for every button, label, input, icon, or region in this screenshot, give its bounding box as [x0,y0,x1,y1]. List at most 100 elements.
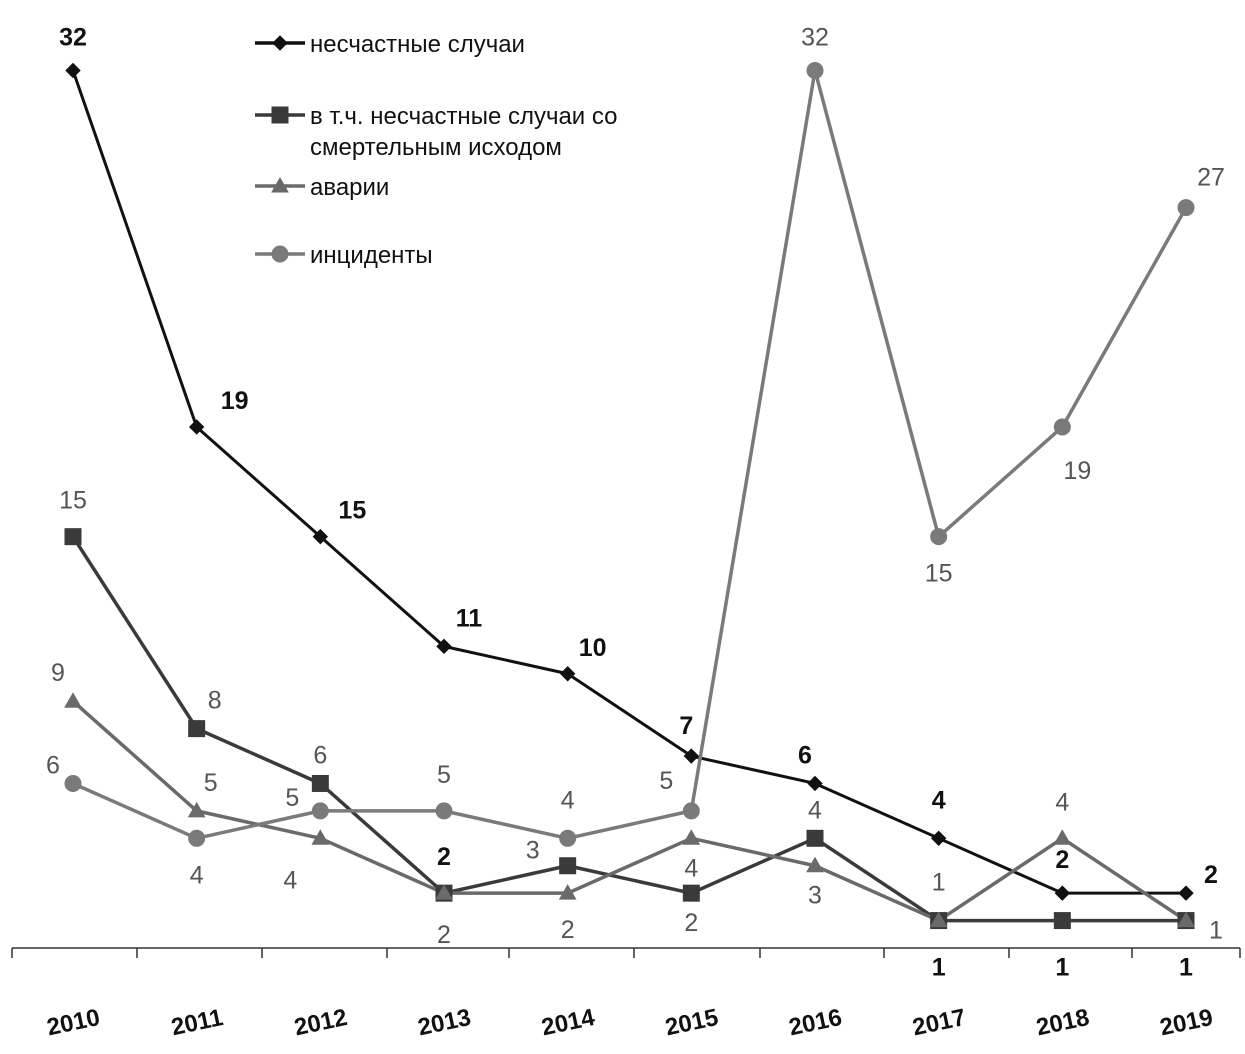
data-label-incidents: 15 [925,560,953,588]
legend-marker [272,35,288,51]
data-label-fatal-accidents: 1 [1055,954,1069,982]
data-label-fatal-accidents: 6 [313,741,327,769]
data-point-emergencies [435,884,453,900]
data-label-accidents: 6 [798,741,812,769]
data-point-fatal-accidents [311,774,329,792]
data-point-incidents [806,61,824,79]
x-tick-label: 2012 [292,1004,350,1042]
legend: несчастные случаи в т.ч. несчастные случа… [255,31,618,269]
data-label-accidents: 32 [59,23,87,51]
legend-label: в т.ч. несчастные случаи со [310,103,618,130]
data-point-accidents [559,666,576,682]
x-tick-label: 2017 [910,1004,968,1042]
legend-label: смертельным исходом [310,134,562,161]
data-point-fatal-accidents [1053,912,1071,930]
data-point-accidents [188,419,205,435]
legend-marker [271,106,289,124]
data-label-accidents: 4 [932,786,946,814]
data-point-accidents [436,638,452,655]
data-point-incidents [311,802,329,820]
data-point-emergencies [1177,911,1195,928]
data-point-accidents [65,62,81,79]
legend-label: аварии [310,174,389,201]
data-label-fatal-accidents: 3 [526,837,540,865]
data-label-incidents: 4 [190,861,204,889]
data-point-fatal-accidents [64,528,82,546]
x-tick-label: 2018 [1034,1004,1092,1042]
data-point-emergencies [558,884,577,900]
legend-entry-fatal-accidents: в т.ч. несчастные случаи со смертельным и… [255,103,618,161]
data-label-accidents: 2 [1055,846,1069,874]
series-line-accidents [71,69,1186,895]
x-tick-label: 2016 [787,1004,845,1042]
x-tick-label: 2013 [416,1004,474,1042]
data-label-emergencies: 4 [684,854,698,882]
data-label-incidents: 6 [46,751,60,779]
data-point-fatal-accidents [806,829,824,847]
data-point-incidents [64,774,82,792]
data-label-emergencies: 2 [437,921,451,949]
data-label-accidents: 10 [579,634,607,662]
x-tick-label: 2014 [539,1004,597,1042]
legend-marker [271,245,289,263]
data-point-incidents [930,528,948,546]
data-point-accidents [312,528,329,545]
series-markers [64,61,1195,930]
data-label-fatal-accidents: 1 [932,954,946,982]
data-point-incidents [559,829,577,847]
series-line-incidents [72,68,1188,841]
data-label-incidents: 32 [801,23,829,51]
data-label-emergencies: 4 [1055,788,1069,816]
x-tick-label: 2015 [663,1004,721,1042]
data-label-fatal-accidents: 8 [208,687,222,715]
data-point-accidents [1178,885,1194,901]
data-label-accidents: 11 [456,604,483,632]
data-label-accidents: 19 [221,387,249,415]
data-point-incidents [435,802,453,820]
data-point-accidents [1054,885,1071,901]
legend-entry-accidents: несчастные случаи [255,31,525,58]
legend-label: несчастные случаи [310,31,525,58]
data-point-incidents [1177,199,1195,217]
data-point-accidents [683,748,700,764]
data-label-incidents: 27 [1197,164,1225,192]
data-label-emergencies: 2 [561,916,575,944]
data-label-incidents: 5 [659,767,673,795]
legend-label: инциденты [310,242,433,269]
data-point-incidents [682,802,700,820]
data-label-emergencies: 3 [808,882,822,910]
data-point-fatal-accidents [188,720,206,738]
data-label-incidents: 19 [1063,457,1091,485]
series-lines [71,68,1188,923]
data-point-accidents [807,775,823,792]
legend-entry-incidents: инциденты [255,242,433,269]
data-label-incidents: 5 [437,761,451,789]
data-label-emergencies: 9 [51,659,65,687]
data-label-emergencies: 1 [932,869,946,897]
data-point-emergencies [806,856,824,873]
data-label-emergencies: 5 [204,769,218,797]
x-tick-label: 2011 [169,1004,226,1041]
data-label-emergencies: 1 [1209,917,1223,945]
legend-entry-emergencies: аварии [255,174,389,201]
data-label-fatal-accidents: 2 [437,843,451,871]
data-point-accidents [930,830,947,847]
data-label-emergencies: 4 [283,866,297,894]
series-line-fatal-accidents [71,535,1186,923]
data-point-emergencies [1053,829,1072,845]
x-tick-label: 2019 [1158,1004,1216,1042]
data-point-emergencies [929,911,948,928]
data-label-accidents: 15 [338,497,366,525]
legend-marker [271,176,289,193]
data-label-fatal-accidents: 15 [59,487,87,515]
series-line-emergencies [71,699,1187,923]
data-point-emergencies [682,829,701,845]
data-point-emergencies [64,692,82,708]
data-label-accidents: 2 [1204,861,1218,889]
data-point-fatal-accidents [559,857,577,875]
data-label-fatal-accidents: 2 [684,909,698,937]
data-label-fatal-accidents: 4 [808,796,822,824]
data-point-emergencies [311,829,330,845]
